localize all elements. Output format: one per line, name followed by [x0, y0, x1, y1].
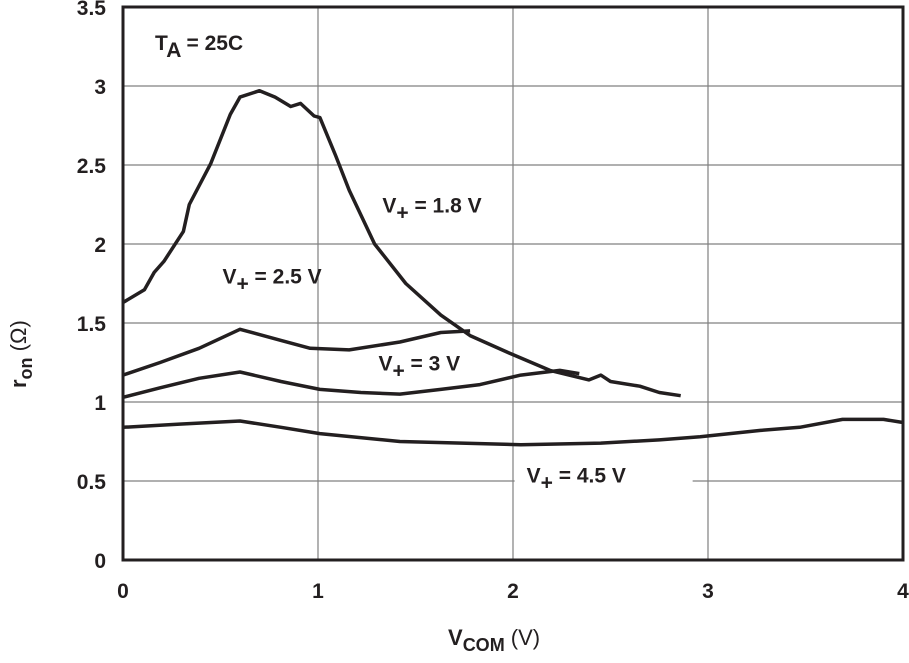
- series-labels: V+ = 1.8 VV+ = 2.5 VV+ = 3 VV+ = 4.5 V: [222, 194, 693, 495]
- y-tick-label: 2: [94, 234, 106, 257]
- temperature-annotation: TA = 25C: [155, 32, 243, 62]
- plot-frame: [121, 5, 905, 562]
- series-label: V+ = 3 V: [378, 352, 460, 382]
- series-lines: [122, 88, 904, 447]
- y-tick-label: 0.5: [77, 471, 107, 494]
- series-label: V+ = 4.5 V: [527, 465, 626, 495]
- x-tick-label: 0: [117, 580, 129, 603]
- series-line: [122, 88, 681, 398]
- series-label-sub: +: [392, 359, 404, 382]
- y-tick-label: 3: [94, 76, 106, 99]
- x-axis-label: VCOM (V): [448, 625, 540, 655]
- series-label-sub: +: [396, 201, 408, 224]
- series-label: V+ = 2.5 V: [222, 266, 321, 296]
- series-line: [122, 417, 904, 447]
- series-label-rest: = 1.8 V: [409, 194, 482, 217]
- series-label-rest: = 4.5 V: [553, 465, 626, 488]
- series-label-base: V: [222, 266, 236, 289]
- y-tick-label: 1: [94, 392, 106, 415]
- series-label-sub: +: [236, 273, 248, 296]
- series-label-background: [514, 456, 693, 493]
- series-label-base: V: [382, 194, 396, 217]
- y-axis-label: ron (Ω): [6, 320, 36, 388]
- x-tick-label: 4: [897, 580, 909, 603]
- series-line: [122, 327, 471, 377]
- y-tick-label: 2.5: [77, 155, 107, 178]
- series-label-sub: +: [541, 472, 553, 495]
- series-label: V+ = 1.8 V: [382, 194, 481, 224]
- series-label-rest: = 3 V: [405, 352, 460, 375]
- tick-labels: 0 1 2 3 4 0 0.5 1 1.5 2 2.5 3 3.5: [77, 0, 909, 603]
- series-label-base: V: [378, 352, 392, 375]
- x-tick-label: 3: [702, 580, 714, 603]
- y-tick-label: 3.5: [77, 0, 107, 20]
- series-line: [122, 368, 580, 399]
- x-tick-label: 1: [312, 580, 324, 603]
- y-tick-label: 1.5: [77, 313, 107, 336]
- series-label-base: V: [527, 465, 541, 488]
- y-tick-label: 0: [94, 550, 106, 573]
- series-label-rest: = 2.5 V: [249, 266, 322, 289]
- x-tick-label: 2: [507, 580, 519, 603]
